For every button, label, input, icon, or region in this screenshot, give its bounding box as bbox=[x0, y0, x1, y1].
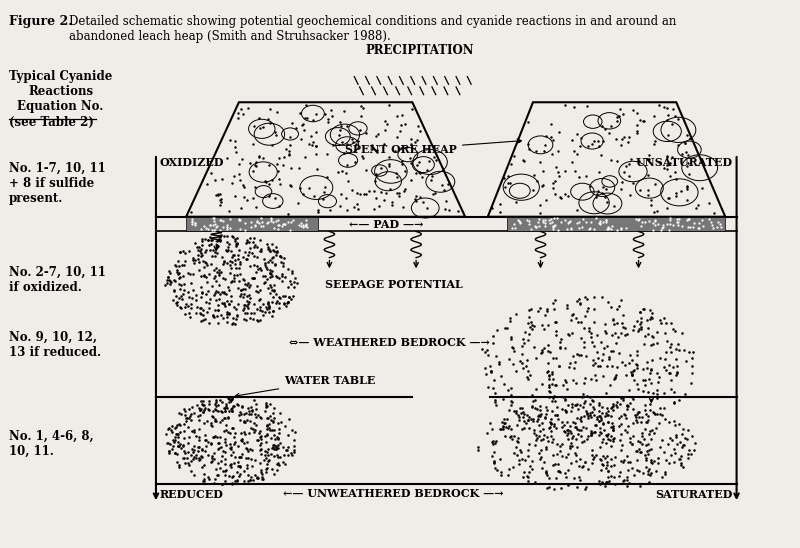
Text: Detailed schematic showing potential geochemical conditions and cyanide reaction: Detailed schematic showing potential geo… bbox=[70, 15, 677, 43]
Bar bbox=[186, 217, 318, 231]
Text: PRECIPITATION: PRECIPITATION bbox=[366, 44, 474, 57]
Text: ⇔— WEATHERED BEDROCK —→: ⇔— WEATHERED BEDROCK —→ bbox=[290, 336, 490, 347]
Text: UNSATURATED: UNSATURATED bbox=[636, 157, 733, 168]
Text: Typical Cyanide
Reactions
Equation No.: Typical Cyanide Reactions Equation No. bbox=[9, 70, 112, 112]
Text: SPENT ORE HEAP: SPENT ORE HEAP bbox=[345, 139, 522, 155]
Text: OXIDIZED: OXIDIZED bbox=[160, 157, 224, 168]
Text: No. 9, 10, 12,
13 if reduced.: No. 9, 10, 12, 13 if reduced. bbox=[9, 331, 101, 359]
Text: No. 1, 4-6, 8,
10, 11.: No. 1, 4-6, 8, 10, 11. bbox=[9, 430, 94, 458]
Text: Figure 2.: Figure 2. bbox=[9, 15, 73, 28]
Text: ←— PAD —→: ←— PAD —→ bbox=[349, 219, 423, 230]
Text: ←— UNWEATHERED BEDROCK —→: ←— UNWEATHERED BEDROCK —→ bbox=[283, 488, 504, 499]
Text: No. 1-7, 10, 11
+ 8 if sulfide
present.: No. 1-7, 10, 11 + 8 if sulfide present. bbox=[9, 162, 106, 206]
Text: (see Table 2): (see Table 2) bbox=[9, 116, 94, 129]
Text: SEEPAGE POTENTIAL: SEEPAGE POTENTIAL bbox=[325, 279, 462, 290]
Text: REDUCED: REDUCED bbox=[160, 489, 224, 500]
Text: SATURATED: SATURATED bbox=[655, 489, 733, 500]
Text: No. 2-7, 10, 11
if oxidized.: No. 2-7, 10, 11 if oxidized. bbox=[9, 266, 106, 294]
Text: WATER TABLE: WATER TABLE bbox=[235, 375, 375, 397]
Bar bbox=[506, 217, 726, 231]
